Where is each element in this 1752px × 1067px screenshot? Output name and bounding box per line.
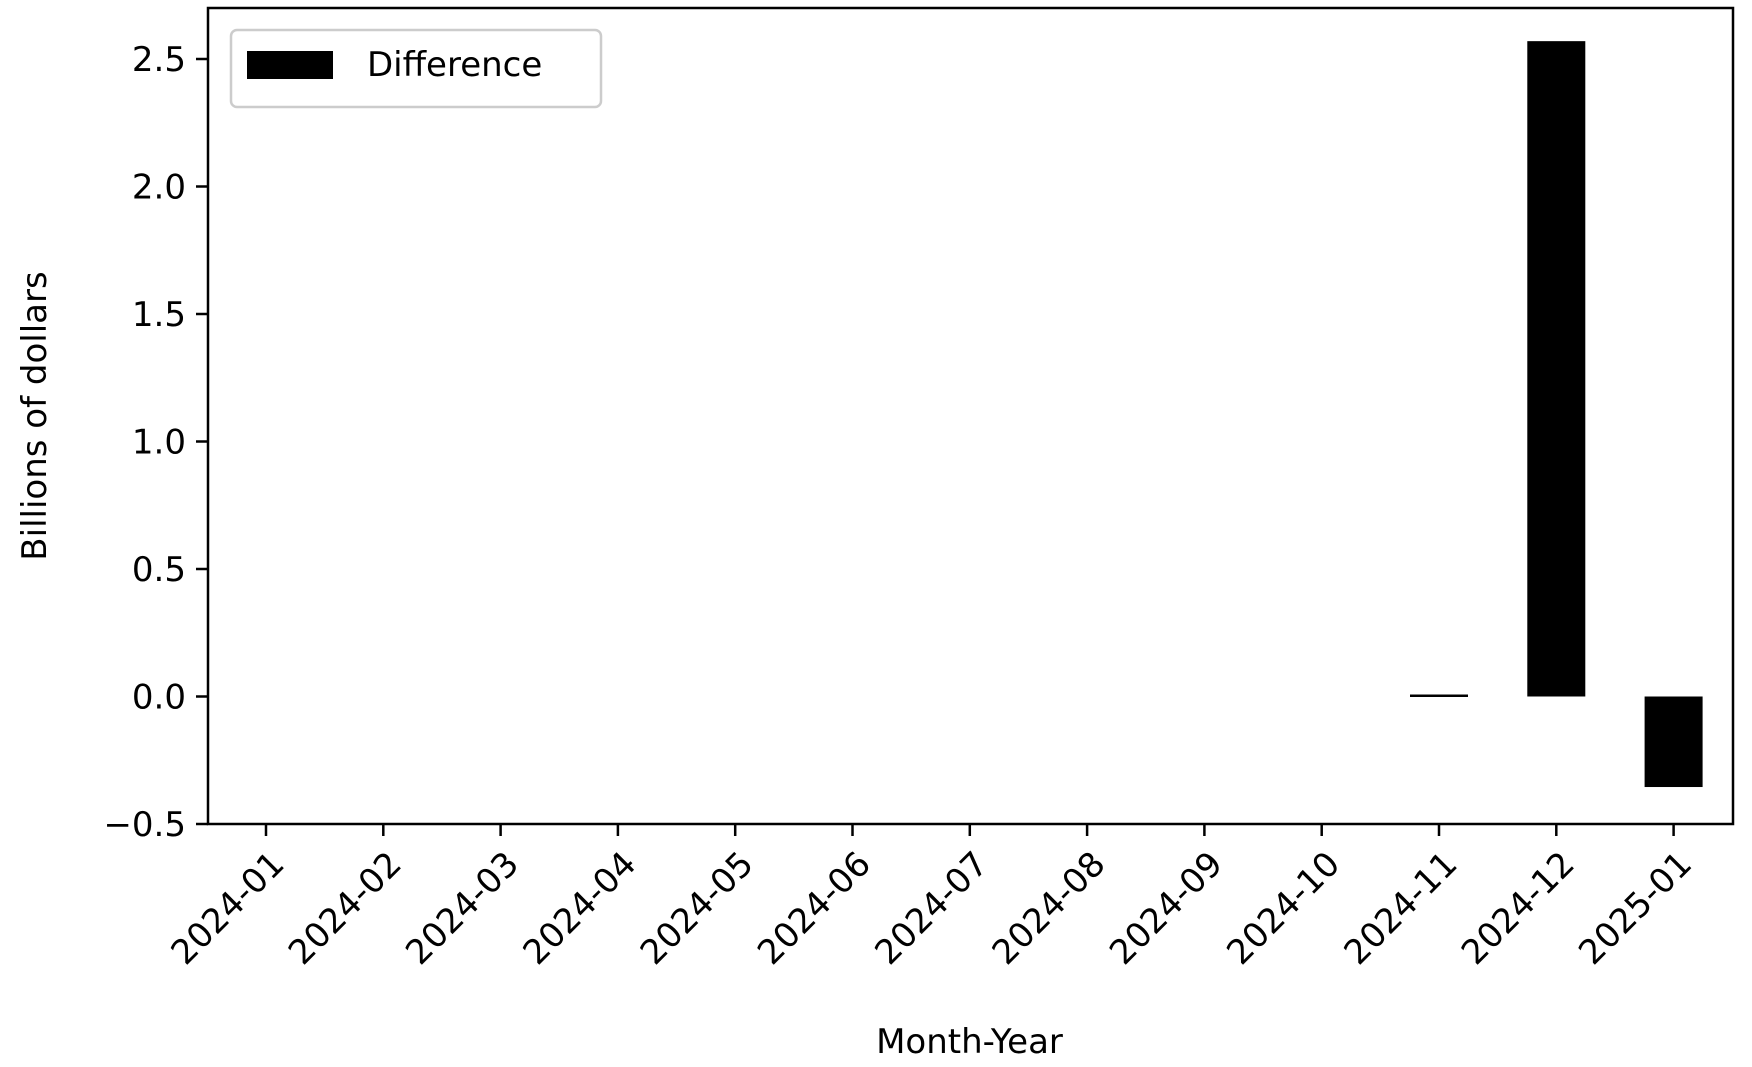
legend-swatch [247, 51, 333, 79]
legend: Difference [229, 28, 603, 109]
x-tick-label: 2024-03 [398, 844, 527, 973]
x-tick-label: 2025-01 [1571, 844, 1700, 973]
bar-2025-01 [1644, 696, 1703, 788]
x-tick-label: 2024-04 [516, 844, 645, 973]
bar-2024-12 [1527, 41, 1586, 697]
y-tick-label: 0.5 [132, 550, 186, 590]
bar-2024-11 [1410, 694, 1468, 697]
y-tick-label: 0.0 [132, 678, 186, 718]
x-tick-label: 2024-12 [1454, 844, 1583, 973]
y-tick-label: 2.0 [132, 168, 186, 208]
x-axis: 2024-012024-022024-032024-042024-052024-… [164, 824, 1700, 973]
x-tick-label: 2024-05 [633, 844, 762, 973]
y-tick-label: 1.5 [132, 295, 186, 335]
x-tick-label: 2024-01 [164, 844, 293, 973]
y-tick-label: −0.5 [103, 805, 186, 845]
x-axis-label: Month-Year [876, 1022, 1063, 1062]
legend-label-difference: Difference [367, 45, 542, 85]
x-tick-label: 2024-10 [1219, 844, 1348, 973]
x-tick-label: 2024-07 [867, 844, 996, 973]
y-tick-label: 2.5 [132, 40, 186, 80]
plot-frame [206, 6, 1735, 826]
x-tick-label: 2024-06 [750, 844, 879, 973]
y-axis-label: Billions of dollars [15, 271, 55, 560]
x-tick-label: 2024-08 [985, 844, 1114, 973]
x-tick-label: 2024-11 [1337, 844, 1466, 973]
bars-layer [1410, 41, 1703, 788]
axes-layer [206, 6, 1735, 826]
y-axis: −0.5 0.0 0.5 1.0 1.5 2.0 2.5 [103, 40, 208, 845]
y-tick-label: 1.0 [132, 423, 186, 463]
legend-box [229, 28, 603, 109]
x-tick-label: 2024-02 [281, 844, 410, 973]
x-tick-label: 2024-09 [1102, 844, 1231, 973]
